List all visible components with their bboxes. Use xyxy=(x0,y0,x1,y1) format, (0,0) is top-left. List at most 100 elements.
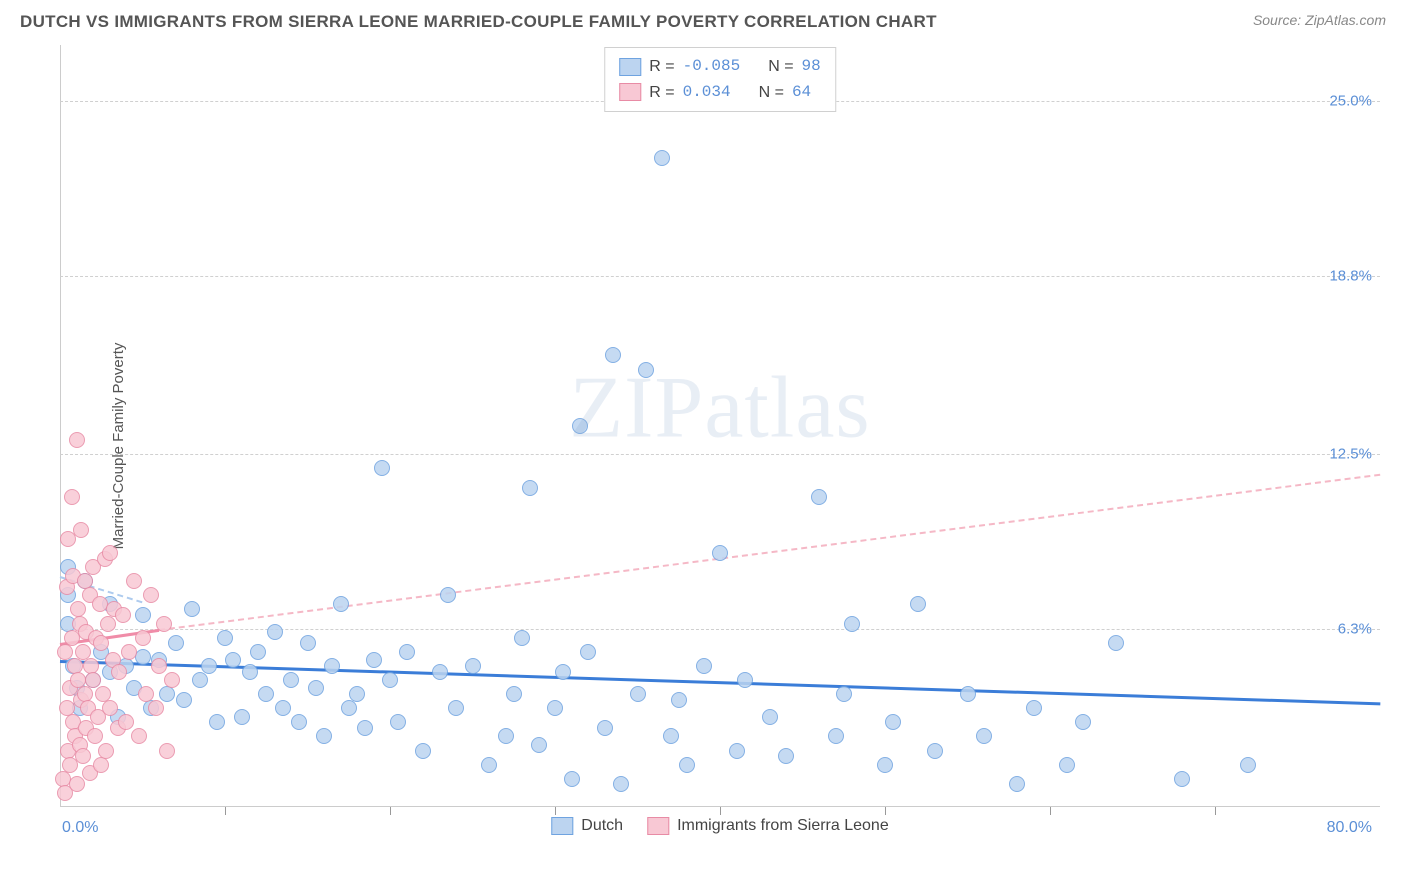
chart-title: DUTCH VS IMMIGRANTS FROM SIERRA LEONE MA… xyxy=(20,12,937,32)
x-tick xyxy=(885,807,886,815)
legend-series-item: Dutch xyxy=(551,817,623,835)
scatter-point xyxy=(324,658,340,674)
scatter-point xyxy=(64,489,80,505)
scatter-point xyxy=(597,720,613,736)
scatter-point xyxy=(118,714,134,730)
scatter-point xyxy=(159,743,175,759)
scatter-point xyxy=(69,432,85,448)
scatter-point xyxy=(432,664,448,680)
gridline xyxy=(60,276,1380,277)
scatter-point xyxy=(93,635,109,651)
scatter-point xyxy=(671,692,687,708)
scatter-point xyxy=(390,714,406,730)
scatter-point xyxy=(836,686,852,702)
scatter-point xyxy=(184,601,200,617)
scatter-point xyxy=(316,728,332,744)
scatter-point xyxy=(514,630,530,646)
x-tick xyxy=(555,807,556,815)
scatter-point xyxy=(115,607,131,623)
scatter-point xyxy=(148,700,164,716)
scatter-point xyxy=(440,587,456,603)
trend-line-blue xyxy=(60,660,1380,705)
scatter-point xyxy=(341,700,357,716)
legend-series-label: Dutch xyxy=(581,817,623,835)
scatter-point xyxy=(729,743,745,759)
legend-stat-row: R = -0.085 N = 98 xyxy=(619,54,821,80)
legend-series: Dutch Immigrants from Sierra Leone xyxy=(551,817,888,835)
chart-plot-area: ZIPatlas R =-0.085N =98R = 0.034N =64 0.… xyxy=(60,45,1380,835)
scatter-point xyxy=(192,672,208,688)
legend-r-label: R = xyxy=(649,54,674,80)
scatter-point xyxy=(366,652,382,668)
chart-header: DUTCH VS IMMIGRANTS FROM SIERRA LEONE MA… xyxy=(0,0,1406,36)
y-tick-label: 18.8% xyxy=(1329,268,1372,285)
scatter-point xyxy=(1026,700,1042,716)
scatter-point xyxy=(415,743,431,759)
y-tick-label: 25.0% xyxy=(1329,93,1372,110)
scatter-point xyxy=(1075,714,1091,730)
scatter-point xyxy=(679,757,695,773)
scatter-point xyxy=(976,728,992,744)
scatter-point xyxy=(877,757,893,773)
gridline xyxy=(60,629,1380,630)
scatter-point xyxy=(98,743,114,759)
scatter-point xyxy=(580,644,596,660)
scatter-point xyxy=(258,686,274,702)
scatter-point xyxy=(164,672,180,688)
legend-swatch xyxy=(647,817,669,835)
legend-n-label: N = xyxy=(768,54,793,80)
scatter-point xyxy=(1009,776,1025,792)
scatter-point xyxy=(498,728,514,744)
scatter-point xyxy=(69,776,85,792)
legend-n-value: 98 xyxy=(802,54,821,80)
scatter-point xyxy=(85,672,101,688)
scatter-point xyxy=(283,672,299,688)
scatter-point xyxy=(762,709,778,725)
scatter-point xyxy=(159,686,175,702)
scatter-point xyxy=(712,545,728,561)
y-tick-label: 6.3% xyxy=(1338,621,1372,638)
y-tick-label: 12.5% xyxy=(1329,446,1372,463)
scatter-point xyxy=(778,748,794,764)
legend-stat-row: R = 0.034N =64 xyxy=(619,80,821,106)
legend-n-label: N = xyxy=(759,80,784,106)
scatter-point xyxy=(811,489,827,505)
scatter-point xyxy=(605,347,621,363)
scatter-point xyxy=(1108,635,1124,651)
scatter-point xyxy=(135,630,151,646)
scatter-point xyxy=(522,480,538,496)
legend-n-value: 64 xyxy=(792,80,811,106)
legend-stats-box: R =-0.085N =98R = 0.034N =64 xyxy=(604,47,836,112)
scatter-point xyxy=(57,644,73,660)
x-axis-end-label: 80.0% xyxy=(1327,819,1372,837)
scatter-point xyxy=(93,757,109,773)
scatter-point xyxy=(399,644,415,660)
scatter-point xyxy=(201,658,217,674)
legend-r-value: -0.085 xyxy=(683,54,741,80)
scatter-point xyxy=(737,672,753,688)
scatter-point xyxy=(151,658,167,674)
scatter-point xyxy=(333,596,349,612)
scatter-point xyxy=(910,596,926,612)
x-axis-start-label: 0.0% xyxy=(62,819,98,837)
x-tick xyxy=(1215,807,1216,815)
scatter-point xyxy=(126,573,142,589)
legend-series-label: Immigrants from Sierra Leone xyxy=(677,817,889,835)
legend-swatch xyxy=(619,83,641,101)
scatter-point xyxy=(531,737,547,753)
scatter-point xyxy=(663,728,679,744)
scatter-point xyxy=(828,728,844,744)
scatter-point xyxy=(291,714,307,730)
scatter-point xyxy=(121,644,137,660)
legend-swatch xyxy=(619,58,641,76)
scatter-point xyxy=(267,624,283,640)
scatter-point xyxy=(547,700,563,716)
scatter-point xyxy=(613,776,629,792)
scatter-point xyxy=(176,692,192,708)
scatter-point xyxy=(131,728,147,744)
gridline xyxy=(60,454,1380,455)
x-tick xyxy=(225,807,226,815)
scatter-point xyxy=(217,630,233,646)
scatter-point xyxy=(1240,757,1256,773)
scatter-point xyxy=(143,587,159,603)
